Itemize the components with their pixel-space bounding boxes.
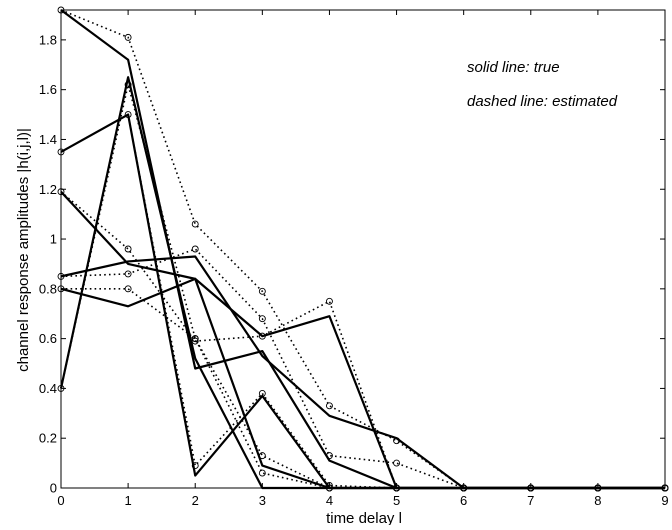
x-tick-label: 9 bbox=[661, 493, 668, 508]
tick-labels: 0 1 2 3 4 5 6 7 8 9 0 0.2 0.4 0.6 0.8 1 1.2 1.4 1.6 1.8 bbox=[39, 32, 669, 508]
series-line-solid-0 bbox=[60, 9, 665, 490]
data-point-marker bbox=[191, 220, 199, 228]
data-point-marker bbox=[124, 245, 132, 253]
data-point-marker bbox=[258, 287, 266, 295]
x-tick-label: 4 bbox=[326, 493, 333, 508]
y-tick-label: 1.6 bbox=[39, 82, 57, 97]
series-markers bbox=[57, 6, 669, 492]
y-tick-label: 1 bbox=[50, 232, 57, 247]
ticks bbox=[60, 10, 666, 489]
data-point-marker bbox=[258, 469, 266, 477]
plot-frame bbox=[60, 9, 666, 489]
data-point-marker bbox=[258, 332, 266, 340]
data-point-marker bbox=[393, 459, 401, 467]
data-point-marker bbox=[124, 81, 132, 89]
x-tick-label: 7 bbox=[527, 493, 534, 508]
data-point-marker bbox=[191, 335, 199, 343]
x-tick-label: 5 bbox=[393, 493, 400, 508]
series-line-dashed-8 bbox=[60, 113, 665, 489]
x-tick-label: 2 bbox=[192, 493, 199, 508]
y-tick-label: 0.4 bbox=[39, 381, 57, 396]
data-point-marker bbox=[325, 297, 333, 305]
data-point-marker bbox=[325, 402, 333, 410]
y-tick-label: 0.6 bbox=[39, 331, 57, 346]
data-point-marker bbox=[191, 337, 199, 345]
series-line-dashed-11 bbox=[61, 288, 665, 489]
annotation-solid: solid line: true bbox=[467, 59, 560, 76]
series-line-dashed-10 bbox=[60, 248, 665, 489]
x-tick-label: 8 bbox=[594, 493, 601, 508]
series-line-dashed-6 bbox=[60, 9, 665, 489]
axes bbox=[60, 9, 666, 489]
data-point-marker bbox=[258, 315, 266, 323]
x-tick-label: 3 bbox=[259, 493, 266, 508]
data-point-marker bbox=[325, 482, 333, 489]
data-point-marker bbox=[124, 270, 132, 278]
data-point-marker bbox=[191, 462, 199, 470]
x-tick-label: 0 bbox=[57, 493, 64, 508]
series-line-solid-5 bbox=[60, 277, 665, 490]
y-tick-label: 1.4 bbox=[39, 132, 57, 147]
data-point-marker bbox=[258, 452, 266, 460]
x-axis-label: time delay l bbox=[326, 510, 402, 525]
data-point-marker bbox=[258, 389, 266, 397]
y-tick-label: 0.8 bbox=[39, 281, 57, 296]
y-tick-label: 1.2 bbox=[39, 182, 57, 197]
annotation-dashed: dashed line: estimated bbox=[467, 93, 618, 110]
y-axis-label: channel response amplitudes |h(i,j,l)| bbox=[15, 128, 32, 372]
series-line-solid-4 bbox=[60, 255, 665, 490]
data-point-marker bbox=[325, 452, 333, 460]
y-tick-label: 0.2 bbox=[39, 431, 57, 446]
data-point-marker bbox=[393, 437, 401, 445]
x-tick-label: 6 bbox=[460, 493, 467, 508]
series-lines bbox=[59, 9, 665, 490]
data-point-marker bbox=[124, 285, 132, 293]
x-tick-label: 1 bbox=[124, 493, 131, 508]
data-point-marker bbox=[124, 111, 132, 119]
data-point-marker bbox=[191, 245, 199, 253]
data-point-marker bbox=[124, 33, 132, 41]
y-tick-label: 0 bbox=[50, 481, 57, 496]
y-tick-label: 1.8 bbox=[39, 32, 57, 47]
